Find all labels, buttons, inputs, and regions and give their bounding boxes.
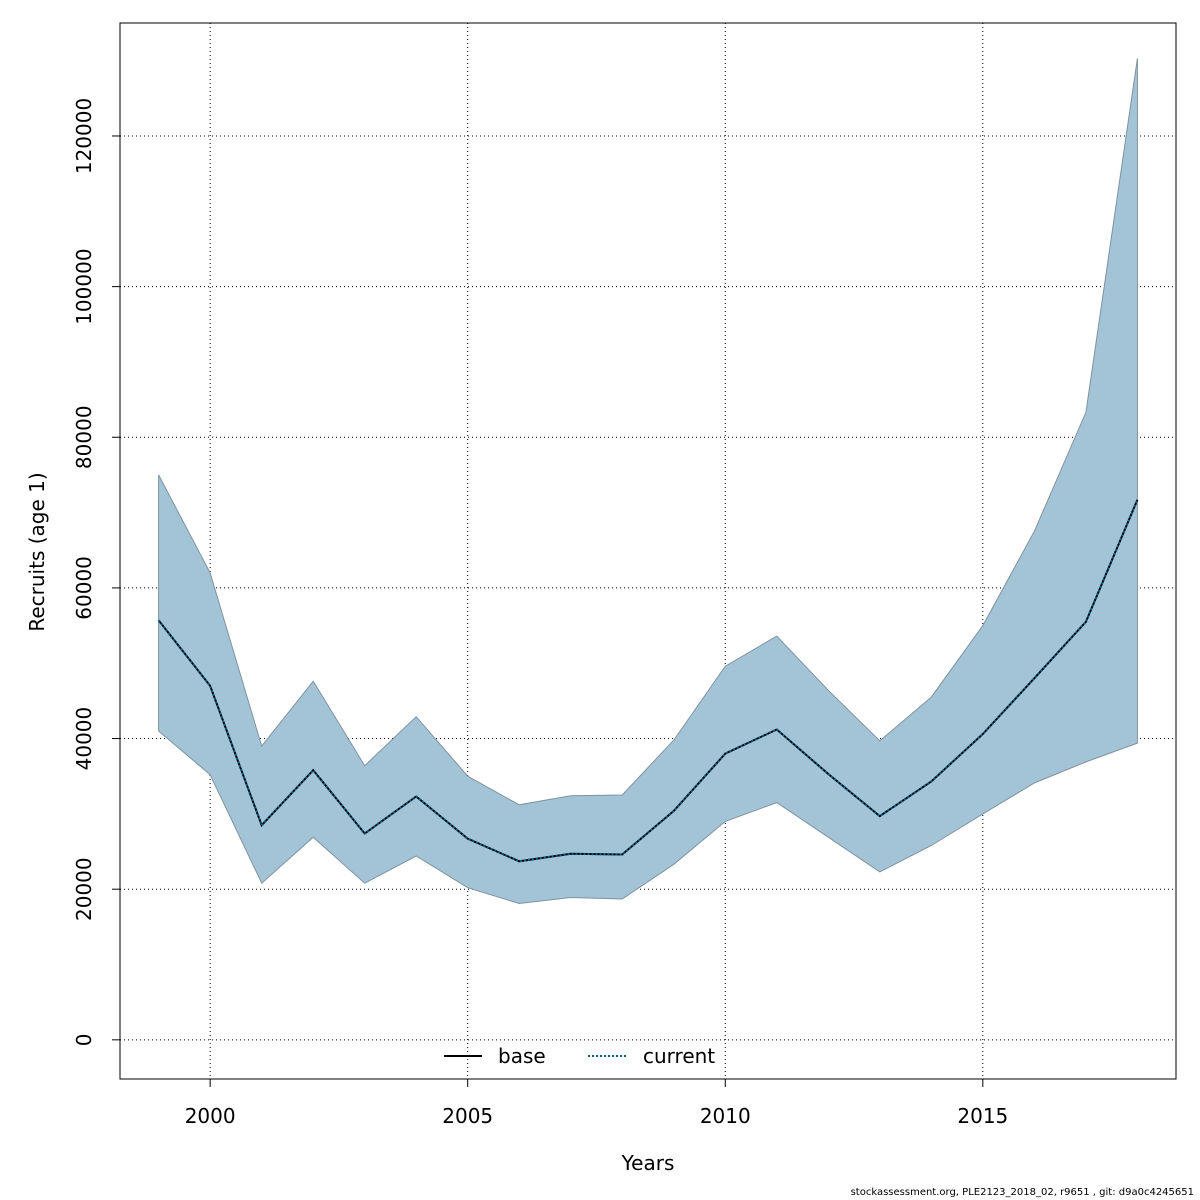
confidence-band <box>158 58 1138 905</box>
y-tick-label-40000: 40000 <box>72 707 96 771</box>
axes: 2000 2005 2010 2015 0 20000 40000 60000 80000 100… <box>72 98 1008 1128</box>
legend-current-label: current <box>643 1044 715 1068</box>
series-line-current <box>157 499 1139 863</box>
y-tick-label-100000: 100000 <box>72 248 96 324</box>
legend: base current <box>444 1044 715 1068</box>
y-tick-label-80000: 80000 <box>72 405 96 469</box>
legend-base-label: base <box>498 1044 546 1068</box>
y-axis-title: Recruits (age 1) <box>25 472 49 631</box>
x-tick-label-2005: 2005 <box>442 1104 493 1128</box>
x-axis-title: Years <box>621 1151 675 1175</box>
x-tick-label-2015: 2015 <box>957 1104 1008 1128</box>
x-tick-label-2010: 2010 <box>700 1104 751 1128</box>
x-tick-label-2000: 2000 <box>185 1104 236 1128</box>
confidence-band-layer <box>158 58 1138 905</box>
y-tick-label-20000: 20000 <box>72 857 96 921</box>
y-tick-label-120000: 120000 <box>72 98 96 174</box>
grid-lines <box>120 23 1176 1079</box>
y-tick-label-0: 0 <box>72 1033 96 1046</box>
series-lines <box>157 499 1139 863</box>
footer-note: stockassessment.org, PLE2123_2018_02, r9… <box>850 1187 1194 1198</box>
plot-frame <box>119 22 1177 1080</box>
y-tick-label-60000: 60000 <box>72 556 96 620</box>
